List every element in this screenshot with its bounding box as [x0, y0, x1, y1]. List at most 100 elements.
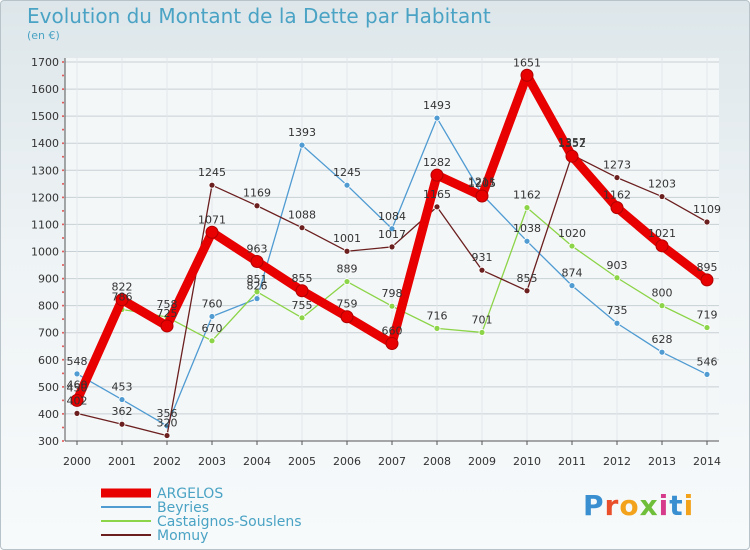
y-tick-label: 1100	[31, 218, 59, 231]
y-minor-tick	[62, 169, 64, 172]
data-point	[610, 201, 624, 215]
y-tick-label: 1500	[31, 110, 59, 123]
y-minor-tick	[62, 250, 64, 253]
data-label: 546	[697, 355, 718, 368]
data-label: 786	[112, 290, 133, 303]
data-point	[433, 203, 441, 211]
data-label: 1162	[513, 189, 541, 202]
data-point	[298, 314, 306, 322]
y-minor-tick	[62, 142, 64, 145]
data-label: 460	[67, 379, 88, 392]
legend-label: Beyries	[157, 500, 209, 516]
y-tick-label: 1400	[31, 137, 59, 150]
y-minor-tick	[62, 358, 64, 361]
logo-letter: x	[639, 489, 659, 522]
data-label: 548	[67, 355, 88, 368]
x-tick-label: 2014	[693, 455, 721, 468]
x-tick-label: 2012	[603, 455, 631, 468]
y-tick-label: 600	[38, 354, 59, 367]
data-point	[433, 324, 441, 332]
y-minor-tick	[62, 426, 64, 429]
y-minor-tick	[62, 115, 64, 118]
data-label: 402	[67, 394, 88, 407]
x-tick-label: 2000	[63, 455, 91, 468]
x-tick-label: 2010	[513, 455, 541, 468]
logo-letter: t	[669, 489, 684, 522]
data-label: 450	[67, 381, 88, 394]
data-label: 800	[652, 287, 673, 300]
y-minor-tick	[62, 291, 64, 294]
data-point	[253, 202, 261, 210]
y-minor-tick	[62, 385, 64, 388]
data-point	[343, 181, 351, 189]
data-label: 760	[202, 297, 223, 310]
data-point	[568, 282, 576, 290]
data-label: 758	[157, 298, 178, 311]
x-tick-label: 2009	[468, 455, 496, 468]
logo-letter: i	[683, 489, 695, 522]
y-tick-label: 500	[38, 381, 59, 394]
y-tick-label: 300	[38, 435, 59, 448]
data-point	[340, 310, 354, 324]
data-label: 1038	[513, 222, 541, 235]
y-minor-tick	[62, 331, 64, 334]
data-point	[253, 288, 261, 296]
y-minor-tick	[62, 277, 64, 280]
data-label: 1211	[468, 175, 496, 188]
y-tick-label: 1200	[31, 191, 59, 204]
data-label: 1084	[378, 210, 406, 223]
y-minor-tick	[62, 318, 64, 321]
data-label: 855	[292, 272, 313, 285]
data-label: 889	[337, 263, 358, 276]
data-label: 1071	[198, 213, 226, 226]
y-minor-tick	[62, 345, 64, 348]
y-tick-label: 900	[38, 273, 59, 286]
data-label: 1282	[423, 156, 451, 169]
data-label: 755	[292, 299, 313, 312]
y-minor-tick	[62, 209, 64, 212]
data-label: 1109	[693, 203, 721, 216]
data-point	[613, 319, 621, 327]
data-label: 1088	[288, 209, 316, 222]
y-minor-tick	[62, 101, 64, 104]
data-point	[343, 278, 351, 285]
data-point	[118, 396, 126, 403]
data-point	[703, 324, 711, 331]
data-point	[523, 237, 531, 245]
data-label: 895	[697, 261, 718, 274]
y-minor-tick	[62, 399, 64, 402]
data-label: 822	[112, 281, 133, 294]
data-point	[250, 255, 264, 269]
data-label: 670	[202, 322, 223, 335]
logo-letter: o	[619, 489, 640, 522]
x-tick-label: 2003	[198, 455, 226, 468]
data-point	[478, 266, 486, 274]
data-label: 1205	[468, 177, 496, 190]
data-point	[253, 295, 261, 303]
x-tick-label: 2006	[333, 455, 361, 468]
chart-unit-label: (en €)	[27, 29, 60, 42]
data-point	[388, 302, 396, 310]
x-tick-label: 2008	[423, 455, 451, 468]
x-tick-label: 2013	[648, 455, 676, 468]
y-minor-tick	[62, 128, 64, 131]
data-point	[523, 287, 531, 295]
data-label: 851	[247, 273, 268, 286]
logo-letter: r	[604, 489, 620, 522]
data-label: 1245	[198, 166, 226, 179]
data-point	[613, 274, 621, 282]
data-label: 1021	[648, 227, 676, 240]
y-minor-tick	[62, 155, 64, 158]
legend-label: Castaignos-Souslens	[157, 514, 302, 530]
data-label: 362	[112, 405, 133, 418]
y-tick-label: 800	[38, 300, 59, 313]
data-label: 1001	[333, 232, 361, 245]
y-tick-label: 1000	[31, 246, 59, 259]
data-label: 1273	[603, 159, 631, 172]
x-tick-label: 2002	[153, 455, 181, 468]
data-point	[475, 189, 489, 203]
data-label: 759	[337, 298, 358, 311]
data-point	[658, 302, 666, 310]
data-point	[208, 337, 216, 345]
